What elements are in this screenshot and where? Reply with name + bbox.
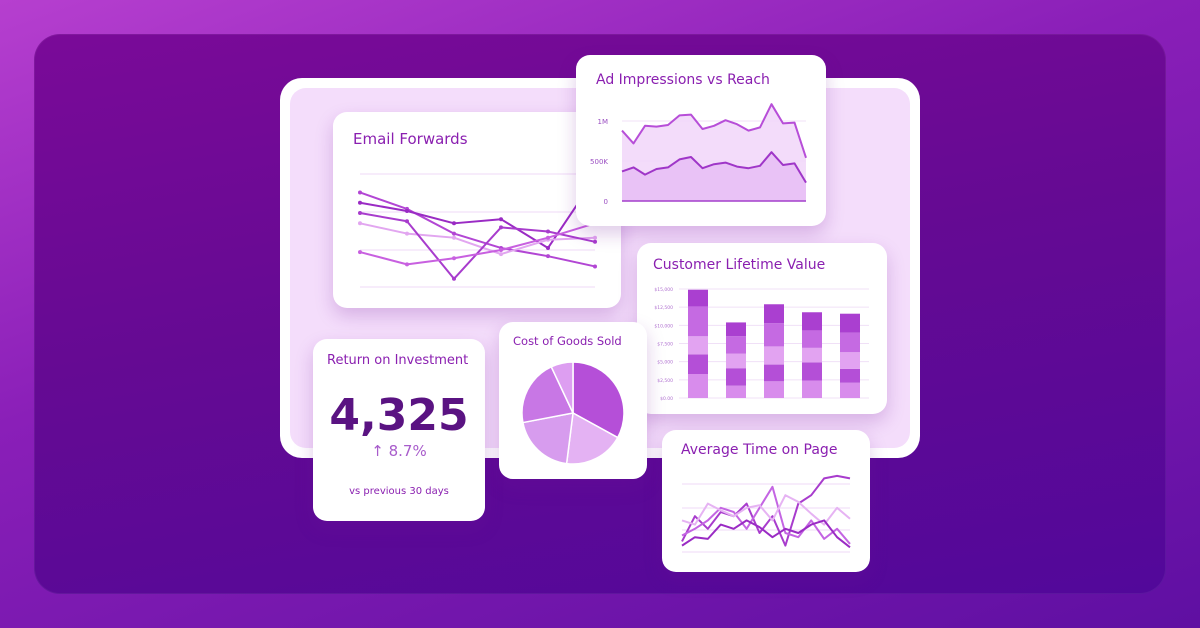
customer-ltv-bar-1-segment-3 bbox=[726, 336, 746, 354]
email-forwards-point-3-3 bbox=[499, 225, 503, 230]
avg-time-card[interactable]: Average Time on Page bbox=[662, 430, 870, 572]
email-forwards-point-4-3 bbox=[499, 248, 503, 253]
avg-time-series-2 bbox=[681, 494, 851, 526]
customer-ltv-bar-4-segment-0 bbox=[840, 382, 860, 398]
email-forwards-point-3-0 bbox=[358, 211, 362, 216]
email-forwards-point-3-4 bbox=[546, 229, 550, 234]
email-forwards-point-1-0 bbox=[358, 200, 362, 205]
avg-time-chart bbox=[681, 474, 851, 553]
email-forwards-point-3-1 bbox=[405, 219, 409, 224]
email-forwards-point-4-4 bbox=[546, 235, 550, 240]
avg-time-series-1 bbox=[681, 485, 851, 545]
ad-impressions-card[interactable]: Ad Impressions vs Reach 1M 500K 0 bbox=[576, 55, 826, 226]
cogs-slice-1 bbox=[565, 411, 619, 465]
email-forwards-point-0-5 bbox=[593, 264, 597, 269]
customer-ltv-bar-4-segment-1 bbox=[840, 368, 860, 383]
email-forwards-series-1 bbox=[359, 177, 596, 249]
avg-time-series-3 bbox=[681, 519, 851, 549]
email-forwards-point-1-2 bbox=[452, 221, 456, 226]
cogs-title: Cost of Goods Sold bbox=[513, 334, 622, 348]
email-forwards-point-2-3 bbox=[499, 252, 503, 257]
cogs-slice-4 bbox=[550, 361, 574, 414]
email-forwards-point-2-5 bbox=[593, 235, 597, 240]
email-forwards-series-4 bbox=[359, 222, 596, 266]
roi-card[interactable]: Return on Investment bbox=[313, 339, 485, 521]
customer-ltv-card[interactable]: Customer Lifetime Value $15,000 $12,500 $1… bbox=[637, 243, 887, 414]
cogs-slice-3 bbox=[521, 365, 575, 424]
customer-ltv-bar-1-segment-0 bbox=[726, 385, 746, 398]
avg-time-title: Average Time on Page bbox=[681, 442, 838, 458]
email-forwards-point-1-4 bbox=[546, 245, 550, 250]
email-forwards-card[interactable]: Email Forwards bbox=[333, 112, 621, 308]
email-forwards-point-0-4 bbox=[546, 254, 550, 259]
email-forwards-series-0 bbox=[359, 191, 596, 268]
customer-ltv-title: Customer Lifetime Value bbox=[653, 257, 826, 273]
customer-ltv-bar-0-segment-4 bbox=[688, 289, 708, 307]
roi-title: Return on Investment bbox=[327, 353, 469, 368]
customer-ltv-bar-3-segment-0 bbox=[802, 380, 822, 398]
email-forwards-point-2-0 bbox=[358, 221, 362, 226]
ad-impressions-chart: 1M 500K 0 bbox=[590, 103, 807, 206]
ad-impressions-tick-label: 1M bbox=[598, 118, 609, 126]
ad-impressions-tick-label: 500K bbox=[590, 158, 608, 166]
customer-ltv-tick-label: $15,000 bbox=[654, 287, 673, 293]
roi-value: 4,325 bbox=[329, 390, 469, 441]
email-forwards-point-3-2 bbox=[452, 276, 456, 281]
customer-ltv-chart: $15,000 $12,500 $10,000 $7,500 $5,000 $2,500 $… bbox=[654, 287, 869, 402]
customer-ltv-bar-3-segment-2 bbox=[802, 347, 822, 363]
customer-ltv-tick-label: $12,500 bbox=[654, 305, 673, 311]
customer-ltv-bar-3-segment-3 bbox=[802, 330, 822, 348]
avg-time-series-0 bbox=[681, 474, 851, 547]
email-forwards-point-1-3 bbox=[499, 217, 503, 222]
email-forwards-chart bbox=[358, 173, 597, 288]
email-forwards-point-0-2 bbox=[452, 231, 456, 236]
ad-impressions-tick-label: 0 bbox=[604, 198, 608, 206]
ad-impressions-line-0 bbox=[621, 103, 807, 159]
customer-ltv-bar-2-segment-4 bbox=[764, 304, 784, 324]
customer-ltv-bar-2-segment-2 bbox=[764, 346, 784, 365]
customer-ltv-tick-label: $2,500 bbox=[657, 378, 673, 384]
customer-ltv-tick-label: $7,500 bbox=[657, 342, 673, 348]
ad-impressions-line-1 bbox=[621, 151, 807, 184]
email-forwards-point-2-1 bbox=[405, 231, 409, 236]
email-forwards-series-3 bbox=[359, 212, 596, 280]
customer-ltv-bar-1-segment-2 bbox=[726, 353, 746, 369]
customer-ltv-bar-2-segment-1 bbox=[764, 364, 784, 382]
customer-ltv-bar-2-segment-0 bbox=[764, 381, 784, 398]
email-forwards-point-2-2 bbox=[452, 235, 456, 240]
customer-ltv-tick-label: $5,000 bbox=[657, 360, 673, 366]
cogs-slice-0 bbox=[572, 361, 625, 439]
email-forwards-series-2 bbox=[359, 222, 596, 256]
customer-ltv-bar-0-segment-3 bbox=[688, 306, 708, 337]
email-forwards-point-0-0 bbox=[358, 190, 362, 195]
cogs-pie-chart bbox=[521, 361, 625, 465]
customer-ltv-bar-0-segment-2 bbox=[688, 336, 708, 355]
customer-ltv-tick-label: $0.00 bbox=[660, 396, 673, 402]
customer-ltv-bar-0-segment-1 bbox=[688, 354, 708, 375]
roi-change: ↑ 8.7% bbox=[371, 442, 427, 460]
email-forwards-point-3-5 bbox=[593, 239, 597, 244]
email-forwards-point-4-2 bbox=[452, 256, 456, 261]
customer-ltv-bar-4-segment-3 bbox=[840, 332, 860, 353]
customer-ltv-bar-1-segment-4 bbox=[726, 322, 746, 337]
email-forwards-point-1-1 bbox=[405, 208, 409, 213]
customer-ltv-bar-1-segment-1 bbox=[726, 368, 746, 386]
roi-subtitle: vs previous 30 days bbox=[349, 486, 449, 497]
customer-ltv-bar-3-segment-4 bbox=[802, 312, 822, 331]
customer-ltv-bar-4-segment-4 bbox=[840, 313, 860, 333]
cogs-card[interactable]: Cost of Goods Sold bbox=[499, 322, 647, 479]
email-forwards-title: Email Forwards bbox=[353, 130, 468, 148]
customer-ltv-bar-2-segment-3 bbox=[764, 323, 784, 347]
customer-ltv-bar-4-segment-2 bbox=[840, 352, 860, 369]
customer-ltv-tick-label: $10,000 bbox=[654, 323, 673, 329]
ad-impressions-area-1 bbox=[622, 152, 806, 201]
customer-ltv-bar-3-segment-1 bbox=[802, 362, 822, 381]
customer-ltv-bar-0-segment-0 bbox=[688, 374, 708, 398]
ad-impressions-title: Ad Impressions vs Reach bbox=[596, 72, 770, 88]
cogs-slice-2 bbox=[522, 412, 574, 465]
email-forwards-point-4-0 bbox=[358, 250, 362, 255]
email-forwards-point-4-1 bbox=[405, 262, 409, 267]
